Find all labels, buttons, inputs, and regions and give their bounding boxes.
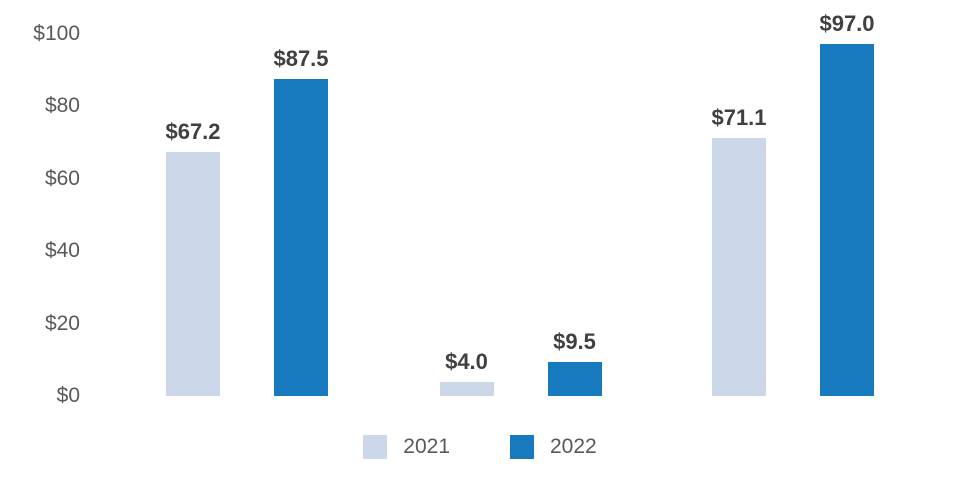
- bar-2021-group-3: [712, 138, 766, 396]
- bar-value-label: $87.5: [273, 45, 329, 71]
- bar-value-label: $4.0: [445, 348, 488, 374]
- y-axis-tick-label: $80: [44, 94, 80, 117]
- bar-2022-group-3: [820, 44, 874, 396]
- bar-value-label: $67.2: [165, 119, 221, 145]
- bar-value-label: $9.5: [553, 328, 596, 354]
- legend-item-2021: 2021: [363, 435, 450, 459]
- bar-value-label: $97.0: [819, 11, 875, 37]
- y-axis-tick-label: $40: [44, 239, 80, 262]
- bar-value-label: $71.1: [711, 105, 767, 131]
- legend-label: 2022: [550, 435, 597, 458]
- bar-2022-group-2: [547, 361, 602, 396]
- bar-2021-group-1: [166, 152, 220, 396]
- legend-item-2022: 2022: [510, 435, 597, 459]
- y-axis-tick-label: $60: [44, 166, 80, 190]
- legend-swatch-2022: [510, 435, 534, 459]
- y-axis-tick-label: $20: [44, 311, 80, 335]
- legend-label: 2021: [403, 435, 450, 458]
- legend-swatch-2021: [363, 435, 388, 459]
- y-axis-tick-label: $100: [33, 21, 80, 45]
- bar-2022-group-1: [274, 78, 328, 396]
- bar-2021-group-2: [439, 381, 494, 396]
- chart-legend: 2021 2022: [0, 433, 960, 461]
- y-axis-tick-label: $0: [56, 384, 80, 407]
